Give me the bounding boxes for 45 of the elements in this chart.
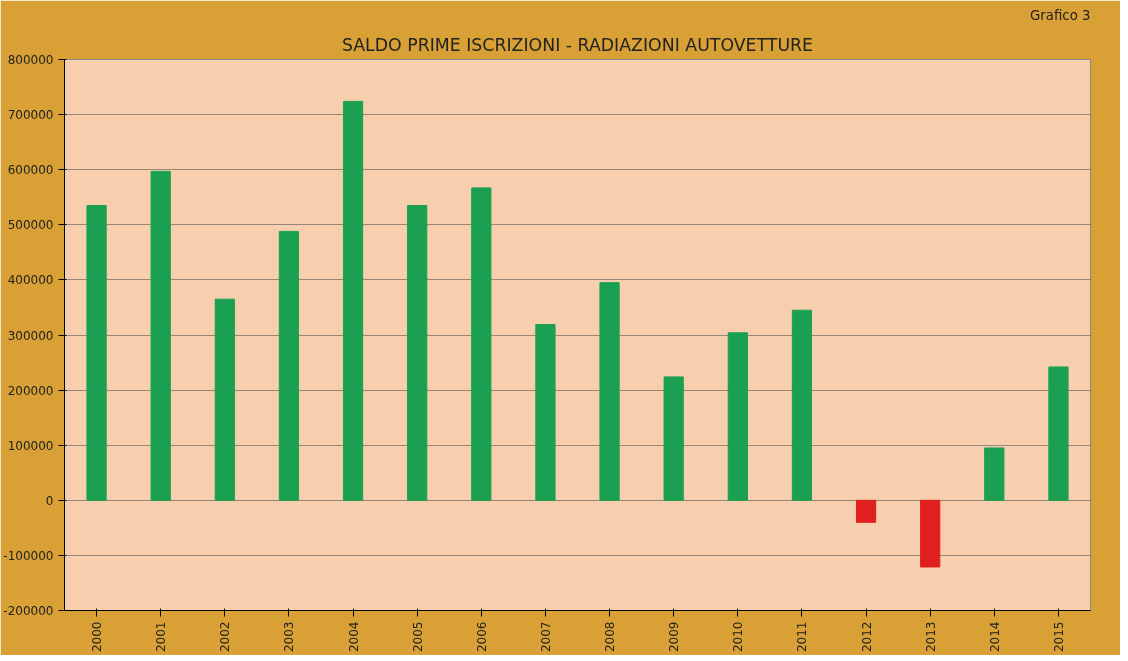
x-tick-label: 2010 (731, 621, 746, 653)
y-tick-label: 300000 (7, 328, 54, 343)
bar (855, 499, 877, 523)
x-tick-label: 2013 (923, 621, 938, 653)
x-tick-label: 2009 (667, 621, 682, 653)
bar (984, 447, 1005, 501)
x-tick-label: 2011 (795, 621, 810, 653)
bar (214, 298, 235, 501)
y-tick-label: -100000 (3, 548, 54, 563)
bar (342, 100, 364, 501)
x-tick-label: 2004 (346, 621, 361, 653)
bar (791, 309, 813, 501)
bar (599, 282, 620, 501)
x-tick-label: 2000 (90, 621, 105, 653)
x-tick-label: 2007 (538, 621, 553, 653)
y-tick-label: 100000 (7, 438, 54, 453)
y-tick-label: 700000 (7, 108, 54, 123)
y-tick-label: 200000 (7, 383, 54, 398)
chart-title: SALDO PRIME ISCRIZIONI - RADIAZIONI AUTOVETTURE (341, 34, 814, 55)
x-tick-label: 2012 (859, 621, 874, 653)
y-tick-label: 400000 (7, 273, 54, 288)
y-tick-label: 800000 (7, 53, 54, 67)
x-tick-label: 2015 (1051, 621, 1066, 653)
bar (150, 170, 171, 501)
y-tick-label: 600000 (7, 163, 54, 178)
x-tick-label: 2001 (154, 621, 169, 653)
x-tick-label: 2008 (603, 621, 618, 653)
y-tick-label: 500000 (7, 218, 54, 233)
bar (278, 230, 300, 501)
x-tick-label: 2003 (282, 621, 297, 653)
bar (471, 187, 492, 501)
bar (1048, 366, 1069, 501)
bar (663, 376, 684, 501)
text: Grafico 3 (1029, 7, 1091, 23)
x-tick-label: 2014 (987, 621, 1002, 653)
bar (86, 205, 107, 501)
x-tick-label: 2006 (474, 621, 489, 653)
y-tick-label: 0 (45, 493, 54, 508)
y-tick-label: -200000 (3, 604, 54, 618)
bar (407, 205, 428, 501)
bar (920, 499, 941, 568)
bar (535, 324, 556, 501)
x-tick-label: 2002 (218, 621, 233, 653)
bar (727, 332, 748, 501)
x-tick-label: 2005 (410, 621, 425, 653)
